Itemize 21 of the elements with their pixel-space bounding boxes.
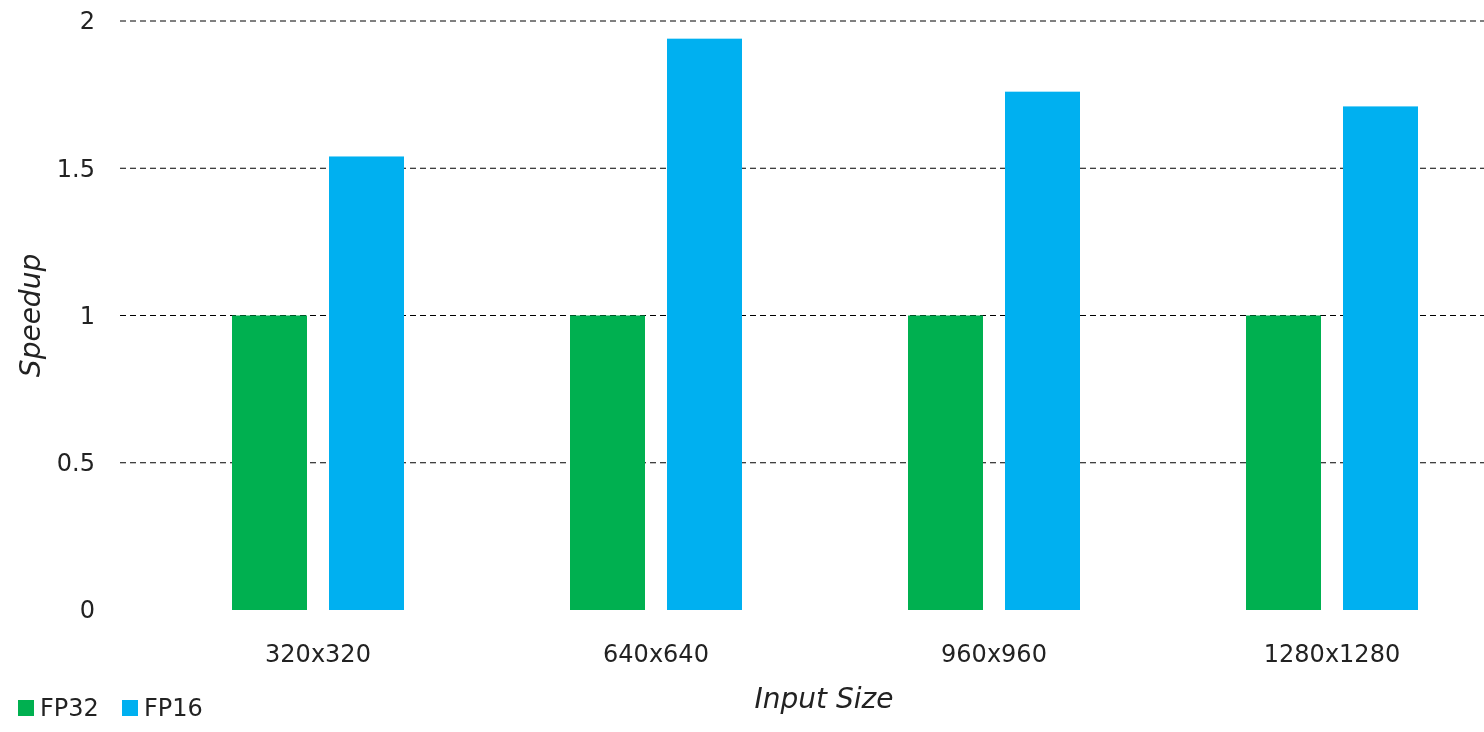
bar xyxy=(1343,106,1418,610)
bar xyxy=(908,315,983,610)
x-tick-label: 1280x1280 xyxy=(1263,640,1401,668)
y-axis-title: Speedup xyxy=(14,253,47,378)
y-tick-label: 1 xyxy=(79,301,95,330)
bar xyxy=(1005,91,1080,610)
legend-label: FP16 xyxy=(144,694,203,722)
y-tick-label: 2 xyxy=(79,7,95,36)
bar xyxy=(329,156,404,610)
y-tick-label: 0 xyxy=(79,596,95,625)
x-tick-label: 320x320 xyxy=(265,640,371,668)
bar xyxy=(232,315,307,610)
x-tick-label: 960x960 xyxy=(941,640,1047,668)
y-tick-label: 1.5 xyxy=(56,154,95,183)
bar xyxy=(1246,315,1321,610)
bar xyxy=(667,38,742,610)
x-axis-title: Input Size xyxy=(754,682,894,715)
legend-label: FP32 xyxy=(40,694,99,722)
x-tick-label: 640x640 xyxy=(603,640,709,668)
y-tick-label: 0.5 xyxy=(56,449,95,478)
bar xyxy=(570,315,645,610)
